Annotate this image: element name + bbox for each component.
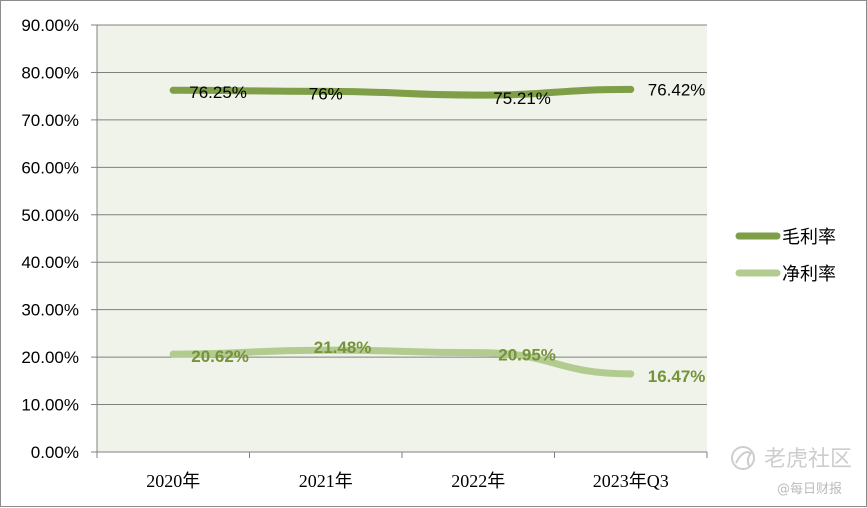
y-tick-label: 70.00% (21, 111, 79, 130)
axes (96, 25, 708, 458)
data-point (474, 349, 482, 357)
data-point (627, 85, 635, 93)
x-tick-label: 2023年Q3 (593, 471, 669, 491)
watermark: 老虎社区 @每日财报 (731, 446, 852, 497)
y-tick-label: 20.00% (21, 348, 79, 367)
x-axis-tick-labels: 2020年 2021年 2022年 2023年Q3 (146, 471, 669, 491)
y-axis-tick-labels: 0.00% 10.00% 20.00% 30.00% 40.00% 50.00% 60.00… (21, 16, 79, 462)
data-label: 20.95% (498, 346, 556, 365)
data-point (169, 350, 177, 358)
legend-label: 净利率 (782, 264, 836, 285)
data-label: 21.48% (314, 338, 372, 357)
data-label: 76.25% (189, 83, 247, 102)
data-point (322, 346, 330, 354)
y-tick-label: 60.00% (21, 158, 79, 177)
watermark-brand: 老虎社区 (764, 447, 852, 472)
y-tick-label: 90.00% (21, 16, 79, 35)
y-tick-label: 80.00% (21, 63, 79, 82)
watermark-source: @每日财报 (777, 481, 842, 497)
y-tick-label: 10.00% (21, 396, 79, 415)
data-labels: 76.25% 76% 75.21% 76.42% 20.62% 21.48% 20.95% 1… (189, 80, 705, 385)
data-label: 76.42% (648, 80, 706, 99)
legend-label: 毛利率 (782, 227, 836, 248)
y-tick-label: 30.00% (21, 301, 79, 320)
data-point (169, 86, 177, 94)
series-lines (169, 85, 635, 378)
x-tick-label: 2022年 (451, 471, 505, 491)
y-tick-label: 50.00% (21, 206, 79, 225)
data-point (474, 91, 482, 99)
data-label: 76% (309, 84, 343, 103)
x-tick-label: 2020年 (146, 471, 200, 491)
data-label: 20.62% (191, 347, 249, 366)
y-tick-label: 40.00% (21, 253, 79, 272)
gridlines (91, 24, 707, 453)
data-point (322, 87, 330, 95)
data-label: 75.21% (493, 89, 551, 108)
data-point (627, 370, 635, 378)
x-tick-label: 2021年 (299, 471, 353, 491)
data-label: 16.47% (648, 367, 706, 386)
series-line-gross-margin (169, 85, 635, 99)
tiger-community-logo-icon (731, 446, 755, 470)
series-line-net-margin (169, 346, 635, 378)
y-tick-label: 0.00% (31, 443, 79, 462)
